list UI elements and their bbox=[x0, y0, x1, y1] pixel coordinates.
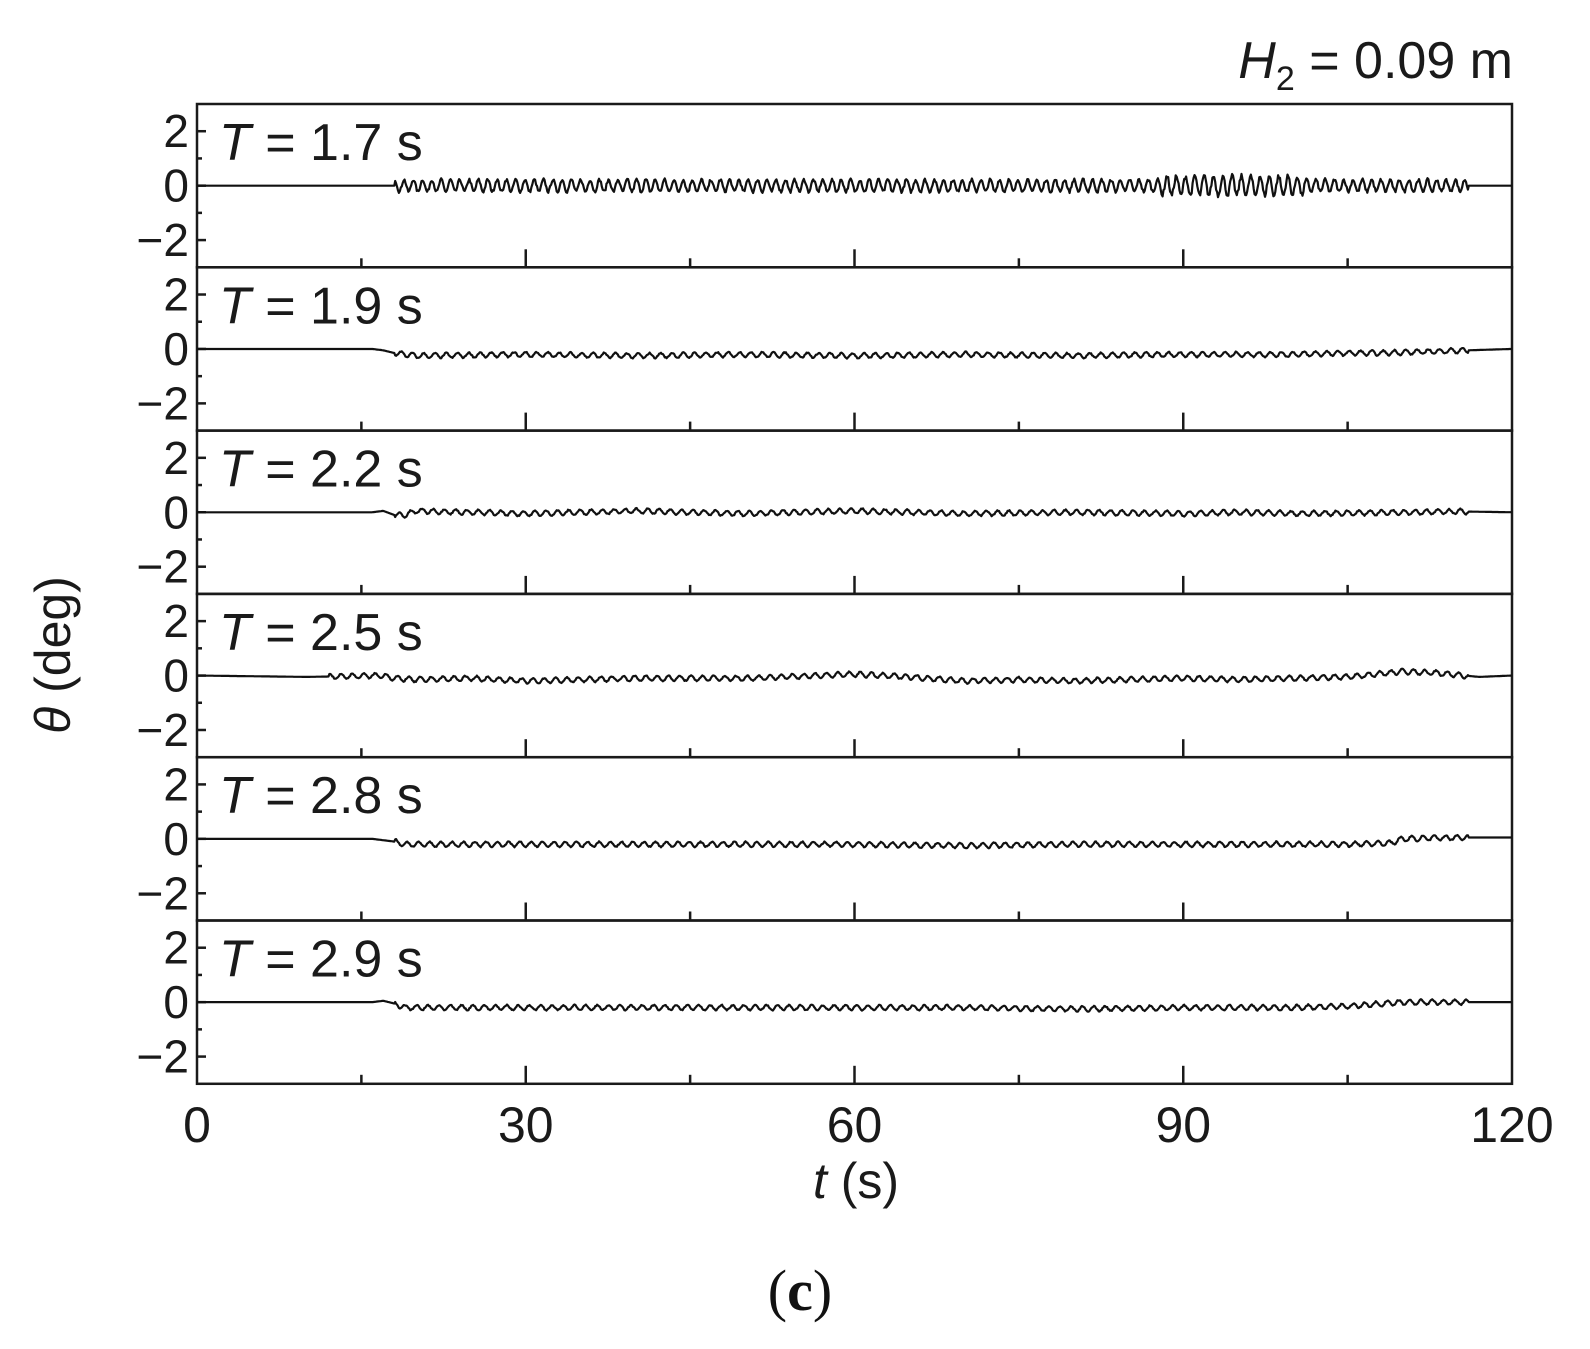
x-tick-label: 30 bbox=[498, 1097, 554, 1153]
header-label: H2 = 0.09 m bbox=[1238, 32, 1513, 98]
panel-label-value: = 1.9 s bbox=[251, 277, 423, 335]
y-tick-label: 2 bbox=[163, 595, 189, 647]
series-line bbox=[196, 346, 1513, 360]
panel-5: 20−2 T = 2.8 s bbox=[137, 755, 1514, 922]
x-tick-labels: 0 30 60 90 120 bbox=[183, 1097, 1554, 1153]
y-tick-label: 0 bbox=[163, 160, 189, 212]
panel-1: 20−2 T = 1.7 s bbox=[137, 102, 1514, 269]
panel-label-symbol: T bbox=[219, 767, 254, 825]
y-tick-label: 0 bbox=[163, 650, 189, 702]
y-tick-label: 2 bbox=[163, 432, 189, 484]
y-tick-label: 2 bbox=[163, 269, 189, 321]
x-tick-label: 0 bbox=[183, 1097, 211, 1153]
y-tick-label: 0 bbox=[163, 976, 189, 1028]
panel-label-value: = 2.8 s bbox=[251, 767, 423, 825]
series-line bbox=[196, 506, 1513, 519]
panel-label-value: = 2.2 s bbox=[251, 441, 423, 499]
panel-label-symbol: T bbox=[219, 441, 254, 499]
panel-label-symbol: T bbox=[219, 604, 254, 662]
series-line bbox=[196, 667, 1513, 685]
panels-group: 20−2T = 1.7 s20−2T = 1.9 s20−2T = 2.2 s2… bbox=[137, 102, 1514, 1086]
y-tick-label: −2 bbox=[137, 541, 189, 593]
panel-2: 20−2 T = 1.9 s bbox=[137, 266, 1514, 432]
panel-label: T = 1.9 s bbox=[219, 277, 423, 335]
panel-label: T = 2.5 s bbox=[219, 604, 423, 662]
y-tick-label: 0 bbox=[163, 486, 189, 538]
panel-label-value: = 2.9 s bbox=[251, 931, 423, 989]
panel-label-symbol: T bbox=[219, 114, 254, 172]
series-line bbox=[196, 998, 1513, 1013]
panel-4: 20−2 T = 2.5 s bbox=[137, 592, 1514, 759]
panel-label-value: = 2.5 s bbox=[251, 604, 423, 662]
panel-label-symbol: T bbox=[219, 931, 254, 989]
series-line bbox=[196, 172, 1513, 199]
x-tick-label: 90 bbox=[1155, 1097, 1211, 1153]
x-axis-title: t (s) bbox=[813, 1153, 899, 1209]
panel-label: T = 2.9 s bbox=[219, 931, 423, 989]
panel-label-symbol: T bbox=[219, 277, 254, 335]
panel-label: T = 2.8 s bbox=[219, 767, 423, 825]
y-tick-label: −2 bbox=[137, 704, 189, 756]
panel-label: T = 2.2 s bbox=[219, 441, 423, 499]
y-tick-label: 2 bbox=[163, 758, 189, 810]
y-tick-label: −2 bbox=[137, 867, 189, 919]
panel-6: 20−2 T = 2.9 s bbox=[137, 919, 1514, 1086]
y-tick-label: −2 bbox=[137, 377, 189, 429]
panel-label-value: = 1.7 s bbox=[251, 114, 423, 172]
figure-caption: (c) bbox=[768, 1258, 832, 1323]
x-tick-label: 60 bbox=[827, 1097, 883, 1153]
y-tick-label: 0 bbox=[163, 323, 189, 375]
y-axis-title: θ (deg) bbox=[25, 576, 81, 734]
y-tick-label: 2 bbox=[163, 922, 189, 974]
series-line bbox=[196, 833, 1513, 850]
panel-3: 20−2 T = 2.2 s bbox=[137, 429, 1514, 596]
y-tick-label: 2 bbox=[163, 105, 189, 157]
y-tick-label: −2 bbox=[137, 1031, 189, 1083]
y-tick-label: 0 bbox=[163, 813, 189, 865]
x-tick-label: 120 bbox=[1470, 1097, 1553, 1153]
panel-label: T = 1.7 s bbox=[219, 114, 423, 172]
y-tick-label: −2 bbox=[137, 214, 189, 266]
